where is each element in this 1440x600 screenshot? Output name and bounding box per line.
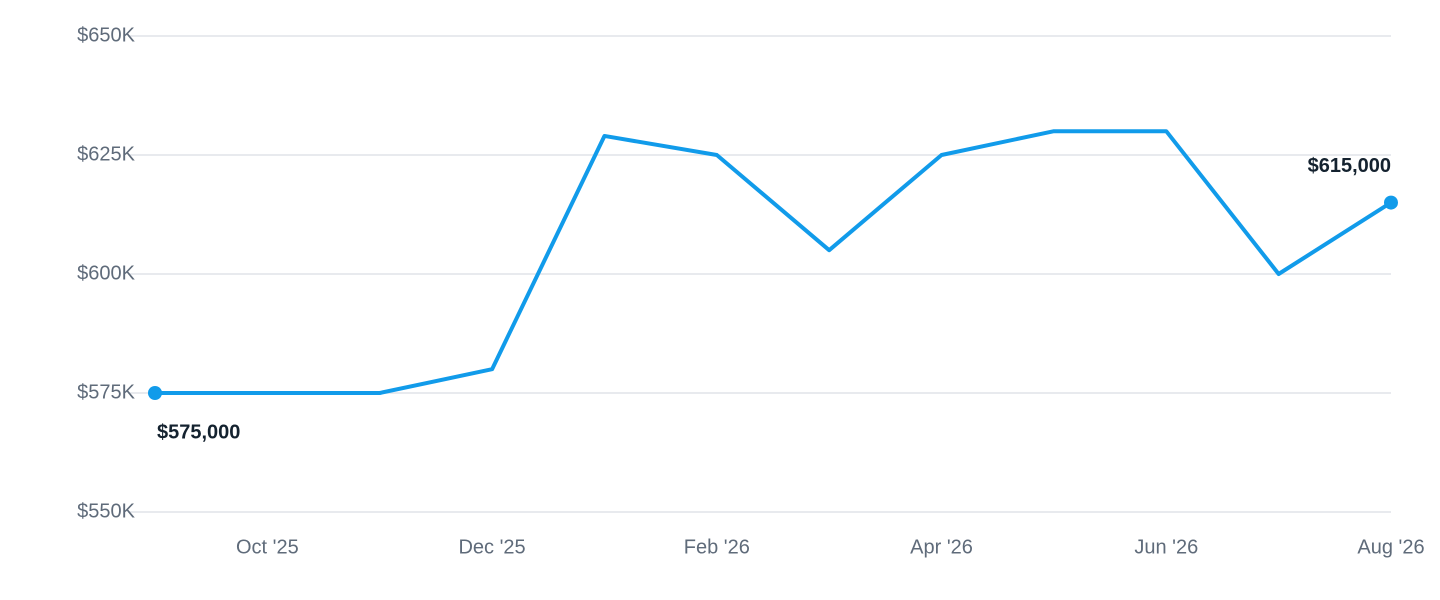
x-tick-label: Oct '25 [236,536,299,558]
x-tick-label: Apr '26 [910,536,973,558]
point [148,386,162,400]
y-tick-label: $625K [77,143,135,165]
y-tick-label: $650K [77,24,135,46]
x-tick-label: Aug '26 [1357,536,1424,558]
x-tick-label: Jun '26 [1134,536,1198,558]
data-label: $615,000 [1308,155,1391,177]
y-tick-label: $550K [77,500,135,522]
line [155,129,1393,395]
x-tick-label: Dec '25 [458,536,525,558]
data-label: $575,000 [157,421,240,443]
x-tick-label: Feb '26 [684,536,750,558]
y-tick-label: $600K [77,262,135,284]
point [1384,195,1398,210]
y-tick-label: $575K [77,381,135,403]
